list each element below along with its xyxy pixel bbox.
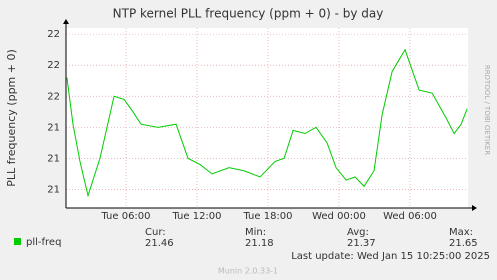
data-line <box>66 48 468 198</box>
axis-arrow <box>472 205 477 211</box>
y-tick-label: 22 <box>47 91 60 102</box>
y-tick-label: 21 <box>47 122 60 133</box>
y-axis-label: PLL frequency (ppm + 0) <box>5 49 18 187</box>
stat-value: 21.65 <box>449 238 478 249</box>
watermark: RRDTOOL / TOBI OETIKER <box>483 65 491 155</box>
x-tick-label: Tue 06:00 <box>100 211 150 222</box>
stat-label: Cur: <box>145 227 166 238</box>
stat-label: Min: <box>245 227 266 238</box>
axis-arrow <box>63 19 69 24</box>
x-tick-label: Tue 12:00 <box>171 211 221 222</box>
y-tick-label: 22 <box>47 29 60 40</box>
stat-value: 21.46 <box>145 238 174 249</box>
y-tick-label: 21 <box>47 153 60 164</box>
last-update: Last update: Wed Jan 15 10:25:00 2025 <box>291 251 490 262</box>
stat-value: 21.18 <box>245 238 274 249</box>
plot-area <box>66 28 468 208</box>
x-tick-label: Tue 18:00 <box>242 211 292 222</box>
legend-swatch <box>14 238 21 245</box>
stat-value: 21.37 <box>347 238 376 249</box>
y-tick-label: 21 <box>47 184 60 195</box>
footer: Munin 2.0.33-1 <box>218 267 278 276</box>
y-tick-label: 22 <box>47 60 60 71</box>
stat-label: Avg: <box>347 227 369 238</box>
x-tick-label: Wed 00:00 <box>312 211 366 222</box>
stat-label: Max: <box>449 227 473 238</box>
x-tick-label: Wed 06:00 <box>383 211 437 222</box>
chart-title: NTP kernel PLL frequency (ppm + 0) - by … <box>113 7 384 21</box>
legend-label: pll-freq <box>26 237 61 248</box>
